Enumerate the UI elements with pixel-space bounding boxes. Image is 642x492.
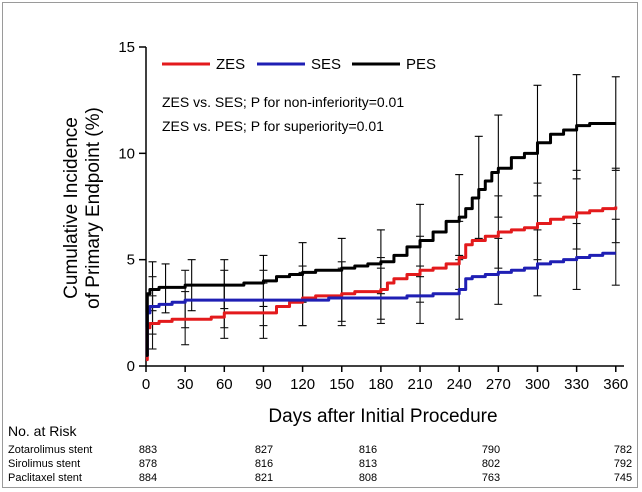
legend-label-ses: SES (311, 56, 341, 73)
risk-row-value: 816 (255, 458, 273, 470)
risk-row-value: 763 (482, 472, 500, 484)
series-line-ses (145, 251, 616, 357)
risk-row-value: 883 (139, 444, 157, 456)
risk-table: No. at Risk Zotarolimus stent 883 827 816 79… (8, 423, 632, 484)
risk-row-value: 782 (614, 444, 632, 456)
y-axis-title-line-1: Cumulative Incidence (61, 117, 82, 299)
risk-row-value: 813 (359, 458, 377, 470)
risk-row-value: 792 (614, 458, 632, 470)
series-line-zes (145, 206, 618, 362)
y-tick-label: 15 (118, 39, 135, 56)
x-tick-label: 270 (486, 376, 511, 393)
risk-row-label: Paclitaxel stent (8, 472, 82, 484)
risk-row-value: 821 (255, 472, 273, 484)
x-tick-label: 300 (525, 376, 550, 393)
x-tick-label: 60 (216, 376, 233, 393)
risk-row-label: Zotarolimus stent (8, 444, 92, 456)
risk-row-value: 827 (255, 444, 273, 456)
x-tick-label: 150 (329, 376, 354, 393)
series-lines (145, 122, 618, 362)
x-tick-label: 360 (603, 376, 628, 393)
risk-row-value: 745 (614, 472, 632, 484)
x-tick-label: 30 (177, 376, 194, 393)
legend: ZES SES PES (162, 56, 436, 73)
risk-table-title: No. at Risk (8, 423, 77, 439)
x-tick-label: 180 (368, 376, 393, 393)
x-tick-label: 330 (564, 376, 589, 393)
risk-row-value: 790 (482, 444, 500, 456)
risk-row-value: 878 (139, 458, 157, 470)
legend-label-zes: ZES (216, 56, 245, 73)
y-tick-label: 5 (127, 252, 135, 269)
x-tick-label: 240 (447, 376, 472, 393)
figure-frame (2, 2, 638, 488)
axes (139, 46, 624, 372)
risk-row-value: 802 (482, 458, 500, 470)
y-axis-title-line-2: of Primary Endpoint (%) (83, 107, 104, 309)
risk-row-value: 884 (139, 472, 157, 484)
error-bars (148, 74, 620, 350)
annotation-non-inferiority: ZES vs. SES; P for non-inferiority=0.01 (162, 94, 404, 110)
x-tick-label: 0 (142, 376, 150, 393)
annotation-superiority: ZES vs. PES; P for superiority=0.01 (162, 118, 384, 134)
series-line-pes (145, 122, 616, 357)
x-tick-label: 90 (255, 376, 272, 393)
x-tick-label: 120 (290, 376, 315, 393)
risk-row-value: 808 (359, 472, 377, 484)
legend-label-pes: PES (406, 56, 436, 73)
y-tick-label: 10 (118, 145, 135, 162)
x-axis-title: Days after Initial Procedure (268, 406, 497, 427)
y-tick-label: 0 (127, 358, 135, 375)
risk-row-value: 816 (359, 444, 377, 456)
risk-table-rows: Zotarolimus stent 883 827 816 790 782 Sirolimu… (8, 444, 632, 484)
x-tick-label: 210 (408, 376, 433, 393)
risk-row-label: Sirolimus stent (8, 458, 80, 470)
